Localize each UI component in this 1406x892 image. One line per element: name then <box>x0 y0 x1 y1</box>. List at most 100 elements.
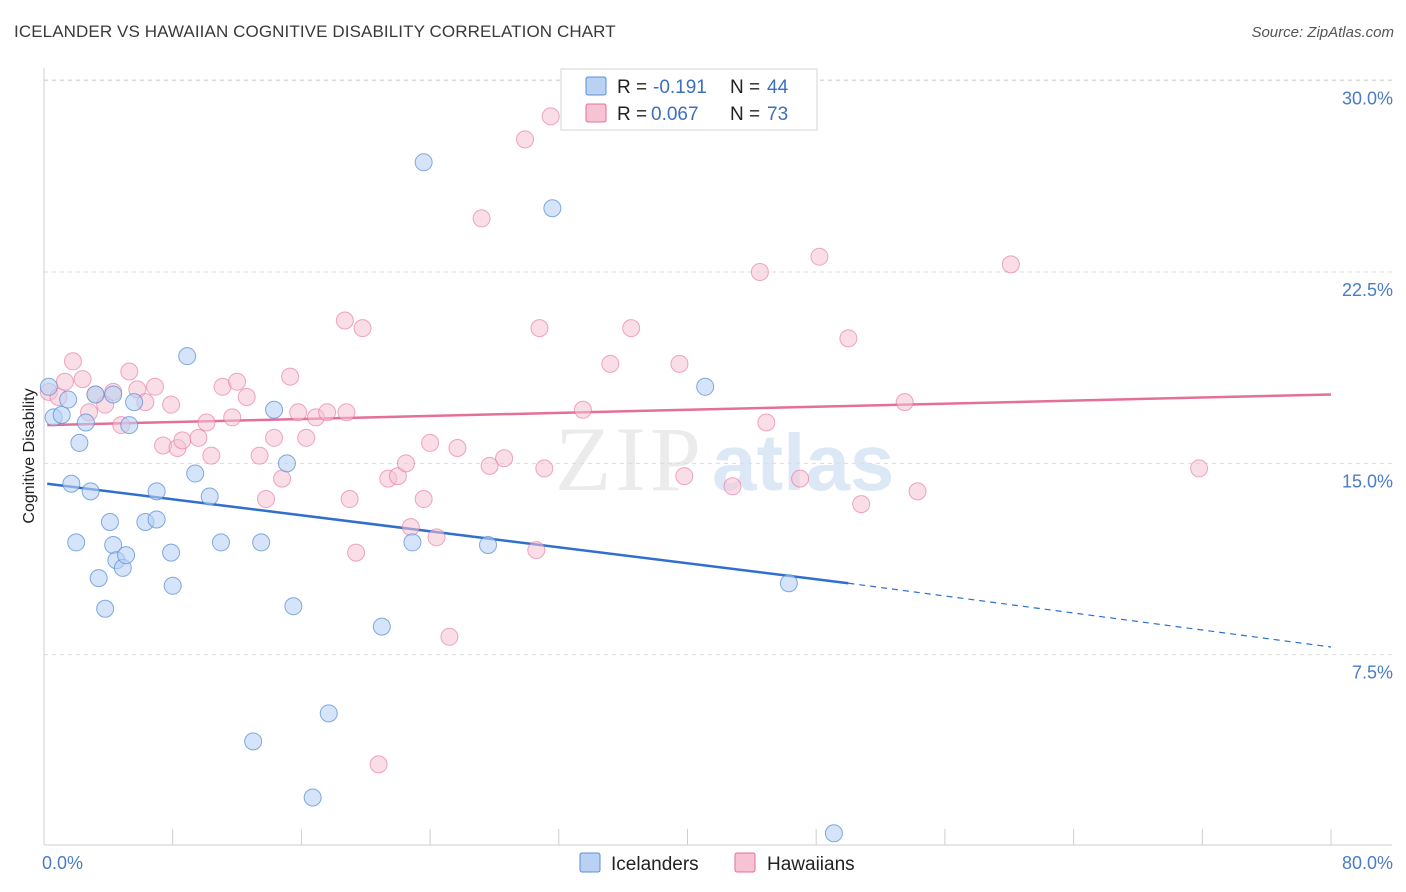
trend-lines <box>47 393 1332 648</box>
data-point-hawaiians <box>472 209 491 228</box>
data-point-hawaiians <box>340 490 359 509</box>
data-point-hawaiians <box>527 541 546 560</box>
data-point-hawaiians <box>297 428 316 447</box>
data-point-hawaiians <box>516 130 535 149</box>
data-point-hawaiians <box>852 495 871 514</box>
data-point-hawaiians <box>440 627 459 646</box>
data-point-icelanders <box>76 413 95 432</box>
legend-n-label-hawaiians: N = <box>730 104 760 125</box>
data-point-hawaiians <box>369 755 388 774</box>
series-icelanders <box>39 153 843 843</box>
data-point-icelanders <box>284 597 303 616</box>
data-point-hawaiians <box>120 362 139 381</box>
data-point-hawaiians <box>228 372 247 391</box>
data-point-hawaiians <box>189 428 208 447</box>
data-point-hawaiians <box>670 354 689 373</box>
data-point-icelanders <box>824 824 843 843</box>
data-point-icelanders <box>120 416 139 435</box>
y-tick-label: 7.5% <box>1352 663 1393 683</box>
watermark-atlas: atlas <box>712 418 894 507</box>
data-point-hawaiians <box>335 311 354 330</box>
data-point-icelanders <box>67 533 86 552</box>
bottom-legend-swatch-icelanders <box>579 852 601 873</box>
data-point-icelanders <box>403 533 422 552</box>
data-point-icelanders <box>70 433 89 452</box>
data-point-hawaiians <box>353 319 372 338</box>
stats-legend: R = -0.191 N = 44 R = 0.067 N = 73 <box>560 68 818 131</box>
legend-n-label-icelanders: N = <box>730 77 760 98</box>
data-point-hawaiians <box>427 528 446 547</box>
data-point-hawaiians <box>63 352 82 371</box>
data-point-hawaiians <box>791 469 810 488</box>
data-point-hawaiians <box>448 439 467 458</box>
data-point-icelanders <box>147 510 166 529</box>
legend-r-value-icelanders: -0.191 <box>653 77 707 98</box>
data-point-hawaiians <box>55 372 74 391</box>
data-point-hawaiians <box>1190 459 1209 478</box>
data-point-hawaiians <box>281 367 300 386</box>
y-tick-label: 22.5% <box>1342 280 1393 300</box>
data-point-icelanders <box>125 393 144 412</box>
data-point-icelanders <box>479 535 498 554</box>
data-point-icelanders <box>252 533 271 552</box>
data-point-hawaiians <box>573 400 592 419</box>
data-point-hawaiians <box>757 413 776 432</box>
data-point-hawaiians <box>530 319 549 338</box>
gridlines <box>44 79 1392 656</box>
data-point-icelanders <box>200 487 219 506</box>
y-tick-labels: 7.5% 15.0% 22.5% 30.0% <box>1342 89 1393 683</box>
trend-line-icelanders-extension <box>848 582 1332 648</box>
data-point-hawaiians <box>337 403 356 422</box>
data-point-icelanders <box>186 464 205 483</box>
data-point-hawaiians <box>223 408 242 427</box>
data-point-icelanders <box>89 569 108 588</box>
series-hawaiians <box>39 107 1209 774</box>
data-point-hawaiians <box>601 354 620 373</box>
data-point-icelanders <box>277 454 296 473</box>
legend-r-label-icelanders: R = <box>617 77 647 98</box>
trend-line-icelanders <box>47 482 849 585</box>
data-point-icelanders <box>211 533 230 552</box>
data-point-icelanders <box>178 347 197 366</box>
y-axis-title: Cognitive Disability <box>21 388 38 523</box>
legend-swatch-icelanders <box>585 76 607 96</box>
data-point-hawaiians <box>273 469 292 488</box>
x-tick-label: 80.0% <box>1342 853 1393 873</box>
data-point-icelanders <box>59 390 78 409</box>
data-point-hawaiians <box>810 247 829 266</box>
data-point-hawaiians <box>396 454 415 473</box>
x-tick-labels: 0.0% 80.0% <box>42 853 1393 873</box>
data-point-hawaiians <box>388 467 407 486</box>
bottom-legend-label-icelanders: Icelanders <box>611 854 699 875</box>
legend-n-value-hawaiians: 73 <box>767 104 788 125</box>
y-tick-label: 15.0% <box>1342 471 1393 491</box>
legend-r-label-hawaiians: R = <box>617 104 647 125</box>
bottom-legend-label-hawaiians: Hawaiians <box>767 854 855 875</box>
data-point-icelanders <box>779 574 798 593</box>
y-tick-label: 30.0% <box>1342 89 1393 109</box>
data-point-hawaiians <box>202 446 221 465</box>
data-point-hawaiians <box>414 490 433 509</box>
data-point-hawaiians <box>197 413 216 432</box>
x-tick-label: 0.0% <box>42 853 83 873</box>
data-point-hawaiians <box>535 459 554 478</box>
data-point-hawaiians <box>347 543 366 562</box>
data-point-icelanders <box>62 474 81 493</box>
data-point-icelanders <box>81 482 100 501</box>
data-point-icelanders <box>147 482 166 501</box>
data-point-icelanders <box>117 546 136 565</box>
data-point-hawaiians <box>250 446 269 465</box>
data-point-hawaiians <box>750 263 769 281</box>
data-point-hawaiians <box>622 319 641 338</box>
data-point-hawaiians <box>237 388 256 407</box>
data-point-hawaiians <box>162 395 181 414</box>
data-point-hawaiians <box>173 431 192 450</box>
data-point-icelanders <box>414 153 433 172</box>
data-point-icelanders <box>696 377 715 396</box>
data-point-icelanders <box>162 543 181 562</box>
data-point-icelanders <box>86 385 105 404</box>
series-legend: Icelanders Hawaiians <box>579 852 855 875</box>
data-point-icelanders <box>100 513 119 532</box>
data-point-hawaiians <box>401 518 420 537</box>
data-point-icelanders <box>543 199 562 218</box>
